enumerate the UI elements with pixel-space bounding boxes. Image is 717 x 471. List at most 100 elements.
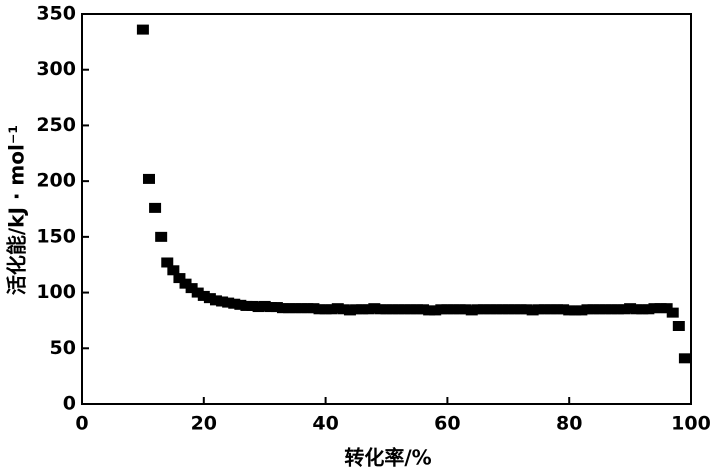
data-point bbox=[240, 300, 253, 311]
data-point bbox=[270, 302, 283, 313]
data-point bbox=[654, 303, 667, 314]
data-point bbox=[343, 305, 356, 316]
data-point bbox=[404, 304, 417, 315]
data-point bbox=[630, 304, 643, 315]
data-point bbox=[191, 287, 204, 298]
data-point bbox=[441, 304, 454, 315]
data-point bbox=[185, 283, 198, 294]
data-point bbox=[636, 304, 649, 315]
x-tick-label: 0 bbox=[75, 413, 88, 435]
data-point bbox=[447, 304, 460, 315]
data-point bbox=[149, 202, 162, 213]
x-tick-label: 80 bbox=[556, 413, 582, 435]
y-tick-label: 300 bbox=[36, 58, 76, 80]
y-axis-title: 活化能/kJ · mol⁻¹ bbox=[5, 125, 29, 295]
data-point bbox=[496, 304, 509, 315]
data-point bbox=[264, 302, 277, 313]
data-point bbox=[276, 303, 289, 314]
data-point bbox=[465, 305, 478, 316]
data-point bbox=[331, 303, 344, 314]
data-point bbox=[514, 304, 527, 315]
data-point bbox=[222, 297, 235, 308]
data-point bbox=[155, 231, 168, 242]
data-point bbox=[557, 304, 570, 315]
data-point bbox=[283, 303, 296, 314]
data-point bbox=[605, 304, 618, 315]
data-point bbox=[666, 307, 679, 318]
data-point bbox=[197, 290, 210, 301]
data-point bbox=[410, 304, 423, 315]
x-tick-label: 60 bbox=[434, 413, 460, 435]
data-point bbox=[672, 321, 685, 331]
data-point bbox=[179, 278, 192, 289]
plot-frame bbox=[81, 13, 692, 405]
data-point bbox=[295, 303, 308, 314]
x-axis-title: 转化率/% bbox=[344, 446, 431, 470]
data-point bbox=[337, 304, 350, 315]
data-point bbox=[435, 304, 448, 315]
data-point bbox=[490, 304, 503, 315]
data-point bbox=[477, 304, 490, 315]
data-point bbox=[593, 304, 606, 315]
data-point bbox=[459, 304, 472, 315]
data-point bbox=[398, 304, 411, 315]
data-point bbox=[216, 296, 229, 307]
data-point bbox=[258, 300, 271, 311]
data-point bbox=[368, 303, 381, 314]
data-point bbox=[526, 305, 539, 316]
data-point bbox=[374, 304, 387, 315]
data-point bbox=[209, 295, 222, 306]
data-point bbox=[417, 304, 430, 315]
data-point bbox=[508, 304, 521, 315]
data-point bbox=[642, 304, 655, 315]
data-point bbox=[325, 304, 338, 315]
data-point bbox=[587, 304, 600, 315]
data-point bbox=[544, 304, 557, 315]
data-point bbox=[453, 304, 466, 315]
y-tick-label: 200 bbox=[36, 170, 76, 192]
data-point bbox=[423, 305, 436, 316]
data-point bbox=[599, 304, 612, 315]
data-point bbox=[520, 304, 533, 315]
data-point bbox=[301, 303, 314, 314]
y-tick-label: 250 bbox=[36, 114, 76, 136]
x-tick-label: 100 bbox=[671, 413, 711, 435]
data-point bbox=[648, 303, 661, 314]
y-tick-label: 150 bbox=[36, 225, 76, 247]
data-point bbox=[136, 24, 149, 35]
data-point bbox=[538, 304, 551, 315]
data-point bbox=[203, 293, 216, 304]
data-point bbox=[246, 300, 259, 311]
data-point bbox=[350, 304, 363, 315]
data-point bbox=[569, 305, 582, 316]
data-point bbox=[173, 273, 186, 284]
data-point bbox=[502, 304, 515, 315]
data-point bbox=[581, 304, 594, 315]
y-tick-label: 100 bbox=[36, 281, 76, 303]
data-point bbox=[234, 299, 247, 310]
data-point bbox=[563, 305, 576, 316]
data-point bbox=[471, 304, 484, 315]
data-point bbox=[575, 305, 588, 316]
y-tick-label: 0 bbox=[63, 393, 76, 415]
data-point bbox=[386, 304, 399, 315]
data-point bbox=[380, 304, 393, 315]
data-point bbox=[362, 304, 375, 315]
data-point bbox=[611, 304, 624, 315]
data-point bbox=[678, 353, 691, 364]
x-tick-label: 40 bbox=[312, 413, 338, 435]
y-tick-label: 350 bbox=[36, 3, 76, 25]
data-point bbox=[167, 265, 180, 276]
data-point bbox=[289, 303, 302, 314]
data-point bbox=[313, 304, 326, 315]
data-point bbox=[319, 304, 332, 315]
data-point bbox=[142, 173, 155, 184]
data-point bbox=[356, 304, 369, 315]
data-point bbox=[618, 304, 631, 315]
data-point bbox=[161, 257, 174, 268]
data-point bbox=[624, 303, 637, 314]
data-point bbox=[484, 304, 497, 315]
data-point bbox=[228, 298, 241, 309]
data-point bbox=[532, 304, 545, 315]
